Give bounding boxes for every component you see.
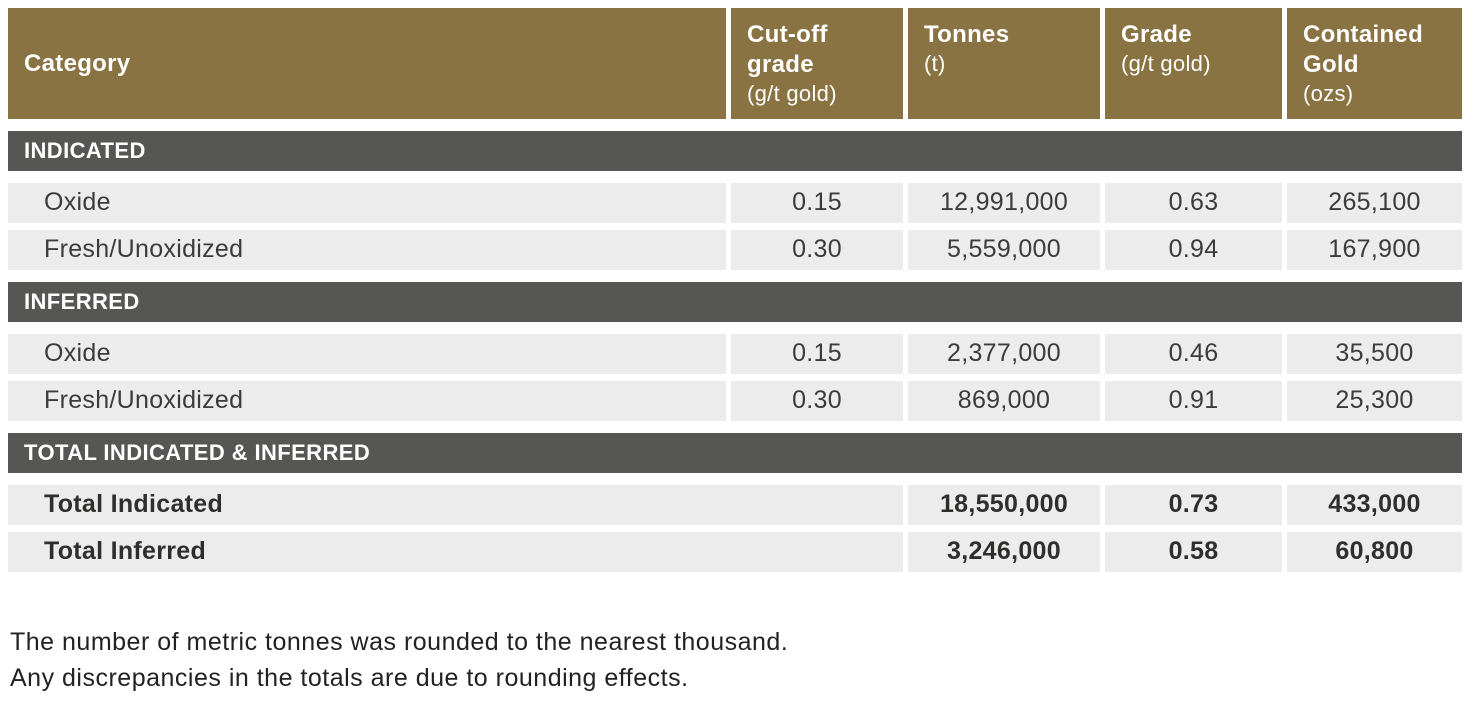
column-title: Grade <box>1121 21 1192 48</box>
table-header-row: Category Cut-off grade (g/t gold) Tonnes… <box>8 8 1462 119</box>
cell-category: Fresh/Unoxidized <box>8 229 726 270</box>
footnote-line: Any discrepancies in the totals are due … <box>10 663 689 692</box>
column-title: Cut-off grade <box>747 21 828 78</box>
table-row-total-inferred: Total Inferred 3,246,000 0.58 60,800 <box>8 531 1462 572</box>
cell-category: Oxide <box>8 182 726 223</box>
cell-tonnes: 18,550,000 <box>908 484 1100 525</box>
footnote-line: The number of metric tonnes was rounded … <box>10 628 789 656</box>
cell-contained-gold: 167,900 <box>1287 229 1462 270</box>
column-title: Tonnes <box>924 21 1010 48</box>
cell-tonnes: 869,000 <box>908 380 1100 421</box>
cell-category: Oxide <box>8 333 726 374</box>
cell-contained-gold: 25,300 <box>1287 380 1462 421</box>
cell-tonnes: 12,991,000 <box>908 182 1100 223</box>
cell-grade: 0.63 <box>1105 182 1282 223</box>
cell-grade: 0.91 <box>1105 380 1282 421</box>
column-header-tonnes: Tonnes (t) <box>908 8 1100 119</box>
cell-category: Fresh/Unoxidized <box>8 380 726 421</box>
cell-tonnes: 5,559,000 <box>908 229 1100 270</box>
column-header-contained-gold: Contained Gold (ozs) <box>1287 8 1462 119</box>
cell-grade: 0.73 <box>1105 484 1282 525</box>
column-header-grade: Grade (g/t gold) <box>1105 8 1282 119</box>
column-title: Category <box>24 50 131 78</box>
table-row: Fresh/Unoxidized 0.30 5,559,000 0.94 167… <box>8 229 1462 270</box>
section-header-inferred: INFERRED <box>8 281 1462 322</box>
cell-tonnes: 3,246,000 <box>908 531 1100 572</box>
cell-contained-gold: 433,000 <box>1287 484 1462 525</box>
cell-contained-gold: 35,500 <box>1287 333 1462 374</box>
table-row-total-indicated: Total Indicated 18,550,000 0.73 433,000 <box>8 484 1462 525</box>
cell-grade: 0.58 <box>1105 531 1282 572</box>
section-header-indicated: INDICATED <box>8 130 1462 171</box>
column-header-cutoff-grade: Cut-off grade (g/t gold) <box>731 8 903 119</box>
column-title: Contained Gold <box>1303 21 1424 78</box>
table-row: Fresh/Unoxidized 0.30 869,000 0.91 25,30… <box>8 380 1462 421</box>
cell-category: Total Indicated <box>8 484 903 525</box>
column-header-category: Category <box>8 8 726 119</box>
mineral-resource-table: Category Cut-off grade (g/t gold) Tonnes… <box>8 8 1462 579</box>
column-unit: (g/t gold) <box>1121 51 1211 76</box>
cell-cutoff-grade: 0.15 <box>731 333 903 374</box>
cell-contained-gold: 265,100 <box>1287 182 1462 223</box>
cell-cutoff-grade: 0.15 <box>731 182 903 223</box>
cell-tonnes: 2,377,000 <box>908 333 1100 374</box>
table-row: Oxide 0.15 2,377,000 0.46 35,500 <box>8 333 1462 374</box>
footnotes: The number of metric tonnes was rounded … <box>10 625 788 696</box>
cell-category: Total Inferred <box>8 531 903 572</box>
cell-cutoff-grade: 0.30 <box>731 229 903 270</box>
column-unit: (t) <box>924 51 946 76</box>
cell-contained-gold: 60,800 <box>1287 531 1462 572</box>
column-unit: (ozs) <box>1303 81 1354 106</box>
table-row: Oxide 0.15 12,991,000 0.63 265,100 <box>8 182 1462 223</box>
cell-cutoff-grade: 0.30 <box>731 380 903 421</box>
cell-grade: 0.94 <box>1105 229 1282 270</box>
section-header-total: TOTAL INDICATED & INFERRED <box>8 432 1462 473</box>
column-unit: (g/t gold) <box>747 81 837 106</box>
cell-grade: 0.46 <box>1105 333 1282 374</box>
